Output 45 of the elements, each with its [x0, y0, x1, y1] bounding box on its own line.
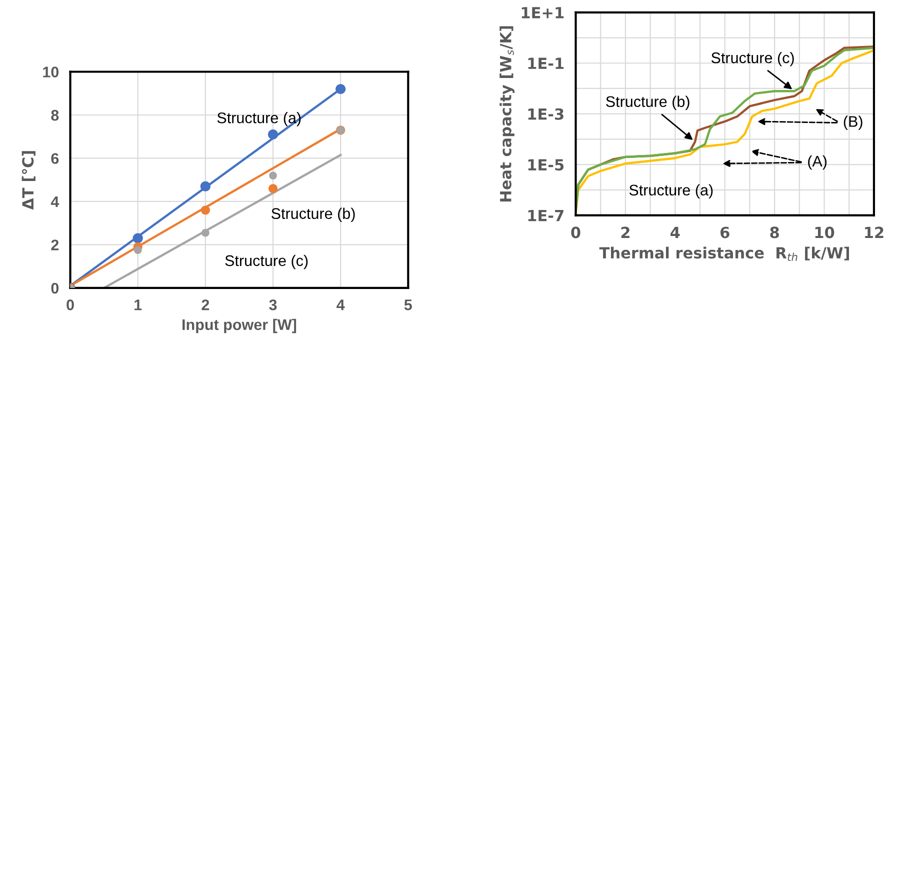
- series-label: Structure (a): [629, 184, 713, 199]
- point: [268, 129, 278, 140]
- annotation: (A): [808, 155, 827, 170]
- series-label: Structure (b): [272, 208, 355, 222]
- y-tick-label: 1E-1: [528, 58, 564, 69]
- x-tick-label: 6: [720, 226, 730, 238]
- x-tick-label: 4: [670, 226, 680, 238]
- x-tick-label: 2: [202, 299, 210, 310]
- y-tick-label: 6: [51, 153, 59, 164]
- x-tick-label: 12: [865, 226, 884, 238]
- y-tick-label: 1E-5: [528, 159, 564, 171]
- x-tick-label: 4: [336, 300, 345, 310]
- x-tick-label: 3: [269, 299, 277, 310]
- y-tick-label: 1E+1: [522, 7, 564, 18]
- x-tick-label: 5: [404, 300, 412, 310]
- y-axis-title: ΔT [℃]: [22, 151, 36, 210]
- point: [335, 84, 346, 94]
- point: [200, 206, 210, 215]
- x-tick-label: 8: [770, 226, 779, 238]
- series-label: Structure (c): [711, 52, 794, 66]
- series-label: Structure (a): [217, 112, 301, 126]
- point: [132, 233, 143, 244]
- y-tick-label: 1E-7: [528, 210, 564, 222]
- series-label: Structure (b): [606, 96, 690, 110]
- point: [269, 172, 277, 180]
- y-tick-label: 2: [51, 240, 59, 250]
- point: [134, 246, 142, 254]
- y-tick-label: 1E-3: [528, 108, 564, 120]
- x-axis-title: Thermal resistance R$_{th}$ [k/W]: [599, 246, 849, 261]
- y-tick-label: 4: [50, 196, 60, 208]
- x-tick-label: 0: [571, 226, 580, 238]
- y-tick-label: 0: [51, 282, 59, 294]
- series-label: Structure (c): [225, 254, 308, 270]
- x-tick-label: 0: [66, 299, 74, 310]
- annotation: (B): [844, 116, 862, 130]
- y-tick-label: 10: [43, 66, 59, 78]
- x-tick-label: 10: [815, 226, 834, 238]
- x-tick-label: 1: [134, 300, 142, 310]
- point: [200, 181, 211, 192]
- point: [268, 184, 278, 194]
- y-axis-title: Heat capacity [W$_{s}$/K]: [500, 26, 515, 202]
- x-tick-label: 2: [621, 226, 630, 238]
- y-tick-label: 8: [51, 110, 59, 121]
- point: [201, 228, 210, 237]
- x-axis-title: Input power [W]: [182, 318, 296, 334]
